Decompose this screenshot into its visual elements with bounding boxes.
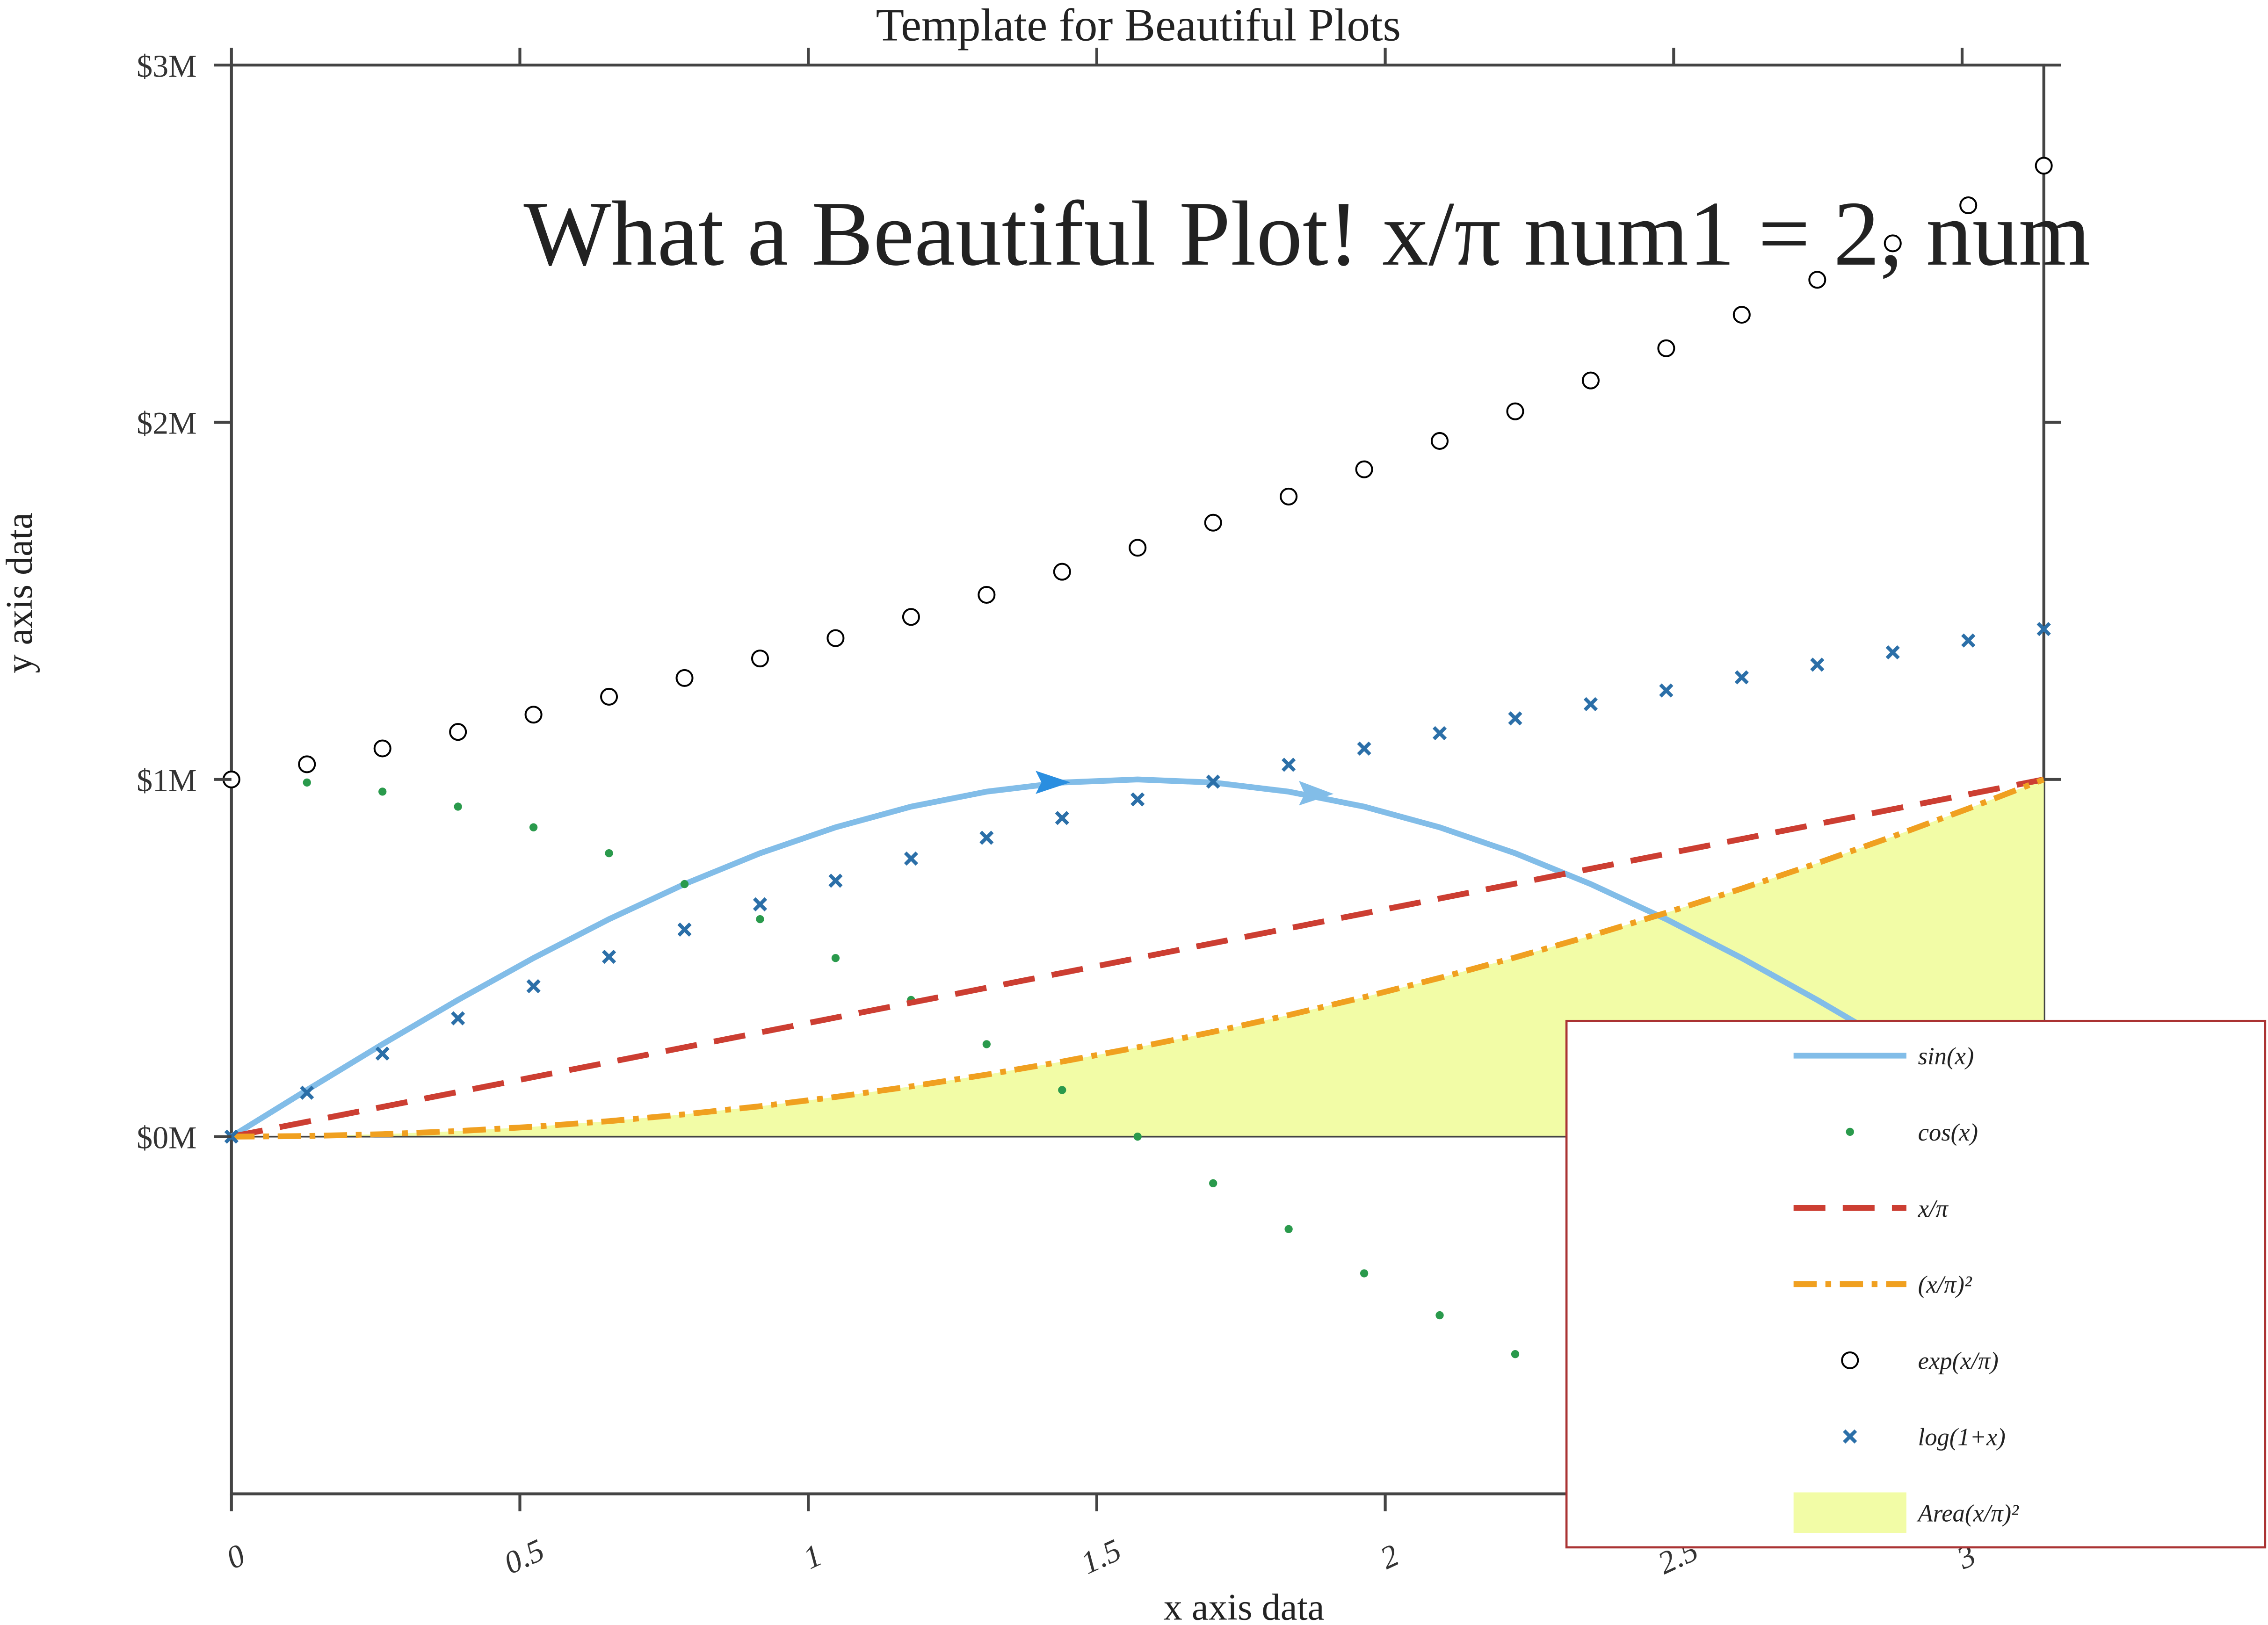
dot-marker [982, 1040, 991, 1048]
dot-marker [454, 802, 462, 811]
x-tick-label: 1.5 [1075, 1532, 1126, 1581]
circle-marker [1657, 339, 1675, 357]
circle-marker [1280, 487, 1298, 506]
circle-marker [1204, 513, 1222, 532]
dot-marker [1209, 1179, 1217, 1188]
line [230, 776, 2045, 1139]
y-axis-label: y axis data [0, 513, 40, 673]
cross-marker [828, 874, 843, 888]
annotation: What a Beautiful Plot! x/π num1 = 2, num [523, 182, 2090, 285]
dot-marker [1284, 1225, 1293, 1234]
circle-marker [1581, 371, 1600, 390]
cross-marker [1583, 697, 1598, 711]
cross-marker [1659, 683, 1674, 698]
circle-marker [298, 755, 316, 773]
x-axis-label: x axis data [1164, 1587, 1325, 1625]
cross-marker [1130, 792, 1145, 807]
dot-marker [605, 849, 613, 858]
dot-marker [1360, 1269, 1369, 1278]
cross-marker [1508, 711, 1522, 726]
legend-label: cos(x) [1918, 1119, 1978, 1146]
legend-label: sin(x) [1918, 1043, 1974, 1070]
dot-marker [756, 915, 764, 924]
circle-marker [1959, 196, 1978, 215]
dot-marker [680, 880, 689, 888]
dot-marker [529, 823, 538, 831]
circle-marker [978, 585, 996, 604]
x-tick-label: 2 [1375, 1537, 1404, 1576]
dot-marker [1058, 1086, 1066, 1094]
circle-marker [1506, 402, 1524, 420]
circle-marker [751, 650, 769, 668]
circle-marker [449, 723, 467, 741]
cross-marker [1885, 645, 1900, 660]
x-tick-label: 0.5 [499, 1532, 550, 1581]
circle-marker [1884, 234, 1902, 253]
legend-swatch [1793, 1492, 1906, 1533]
x-tick-label: 1 [798, 1537, 827, 1576]
arrow-head [1299, 780, 1334, 806]
cross-marker [601, 949, 616, 964]
circle-marker [826, 629, 845, 647]
circle-marker [1129, 539, 1147, 557]
circle-marker [1431, 432, 1449, 450]
cross-marker [677, 922, 692, 937]
circle-marker [675, 669, 694, 687]
y-tick-label: $2M [137, 405, 197, 441]
line [231, 776, 2044, 1140]
cross-marker [1055, 811, 1069, 825]
cross-marker [1206, 774, 1220, 789]
y-tick-label: $0M [137, 1119, 197, 1155]
dot-marker [303, 778, 311, 787]
circle-marker [1355, 460, 1373, 478]
cross-marker [979, 831, 994, 845]
dot-marker [831, 954, 840, 962]
legend-label: log(1+x) [1918, 1423, 2006, 1451]
legend-label: exp(x/π) [1918, 1348, 1999, 1375]
circle-marker [1732, 306, 1751, 324]
circle-marker [524, 706, 543, 724]
cross-marker [300, 1085, 314, 1100]
dot-marker [1133, 1133, 1142, 1141]
legend-swatch [1843, 1429, 1857, 1444]
cross-marker [753, 897, 768, 911]
legend-label: (x/π)² [1918, 1271, 1972, 1299]
circle-marker [600, 687, 618, 706]
chart-title: Template for Beautiful Plots [876, 0, 1401, 51]
y-tick-label: $3M [137, 48, 197, 84]
legend-label: Area(x/π)² [1917, 1500, 2019, 1527]
cross-marker [1810, 657, 1825, 672]
arrow-head [1036, 771, 1071, 794]
cross-marker [1961, 633, 1976, 648]
x-tick-label: 0 [221, 1537, 250, 1576]
circle-marker [1808, 271, 1826, 289]
legend-label: x/π [1918, 1195, 1949, 1222]
cross-marker [2036, 622, 2051, 636]
circle-marker [902, 608, 920, 626]
dot-marker [378, 787, 387, 796]
legend-swatch [1846, 1127, 1854, 1136]
legend-box [1565, 1019, 2267, 1549]
cross-marker [1734, 670, 1749, 685]
line [231, 777, 2045, 1140]
circle-marker [373, 739, 391, 758]
cross-marker [1432, 726, 1447, 740]
cross-marker [1282, 758, 1296, 772]
cross-marker [904, 851, 918, 866]
dot-marker [1511, 1350, 1520, 1358]
cross-marker [526, 979, 541, 994]
circle-marker [1053, 563, 1071, 581]
y-tick-label: $1M [137, 763, 197, 798]
dot-marker [1435, 1311, 1444, 1320]
legend-swatch [1841, 1351, 1859, 1369]
cross-marker [1357, 741, 1371, 756]
cross-marker [375, 1046, 390, 1061]
circle-marker [2035, 157, 2053, 175]
cross-marker [451, 1011, 465, 1026]
